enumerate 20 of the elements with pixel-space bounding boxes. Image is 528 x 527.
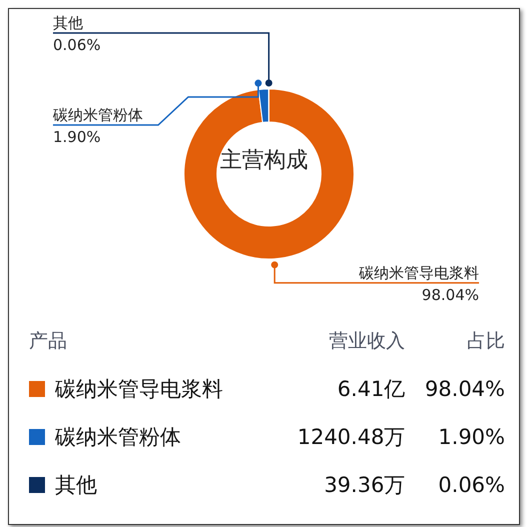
- legend-label: 碳纳米管导电浆料: [55, 377, 223, 401]
- text: 6.41亿: [336, 376, 406, 403]
- legend-label: 碳纳米管粉体: [55, 425, 181, 449]
- text: 98.04%: [424, 377, 505, 401]
- legend-label: 其他: [55, 473, 97, 497]
- text: 占比: [466, 329, 505, 354]
- text: 39.36万: [323, 472, 406, 499]
- text: 0.06%: [438, 473, 505, 497]
- text: 产品: [29, 329, 68, 354]
- slice-label: 碳纳米管导电浆料: [358, 264, 479, 282]
- slice-label: 其他: [53, 14, 83, 32]
- text: 营业收入: [328, 329, 406, 354]
- data-label: 0.06%: [53, 36, 101, 54]
- donut-slice: [184, 88, 354, 260]
- data-label: 98.04%: [422, 286, 479, 304]
- slice-label: 碳纳米管粉体: [52, 106, 143, 124]
- data-label: 1.90%: [53, 128, 101, 146]
- text: 1.90%: [438, 425, 505, 449]
- text: 1240.48万: [296, 424, 406, 451]
- text: 主营构成: [220, 148, 308, 173]
